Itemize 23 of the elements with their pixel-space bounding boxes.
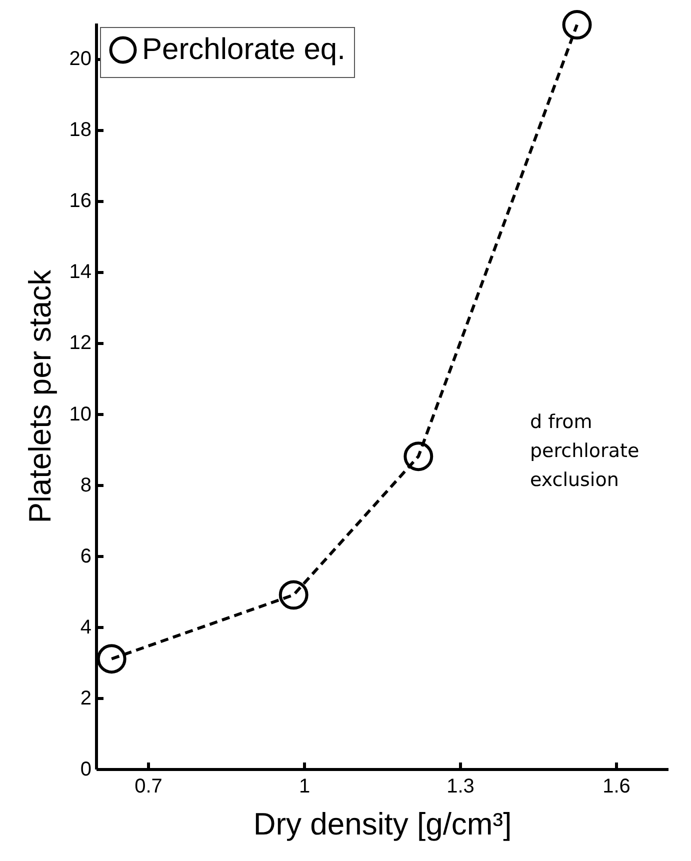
y-tick-label: 14 xyxy=(69,261,92,284)
legend-label: Perchlorate eq. xyxy=(142,33,346,66)
y-tick-label: 2 xyxy=(80,687,92,710)
y-tick-label: 6 xyxy=(80,545,92,568)
x-tick-label: 1 xyxy=(298,776,310,798)
x-tick-label: 1.6 xyxy=(602,776,630,798)
y-tick-label: 0 xyxy=(80,758,92,780)
point xyxy=(278,580,308,610)
y-tick-label: 8 xyxy=(80,474,92,496)
x-axis-title: Dry density [g/cm³] xyxy=(253,806,512,842)
y-tick-label: 18 xyxy=(69,119,92,142)
y-tick-label: 20 xyxy=(69,48,92,70)
y-tick-label: 10 xyxy=(69,403,92,426)
y-axis-title: Platelets per stack xyxy=(22,269,58,524)
annotation: d from perchlorate exclusion xyxy=(530,411,640,491)
point xyxy=(96,644,126,674)
y-tick-label: 4 xyxy=(80,616,92,638)
y-tick-label: 16 xyxy=(69,190,92,212)
y-tick-label: 12 xyxy=(69,332,92,354)
x-tick-label: 0.7 xyxy=(134,776,162,798)
x-tick-label: 1.3 xyxy=(446,776,474,798)
point xyxy=(404,442,434,472)
point xyxy=(562,10,592,40)
